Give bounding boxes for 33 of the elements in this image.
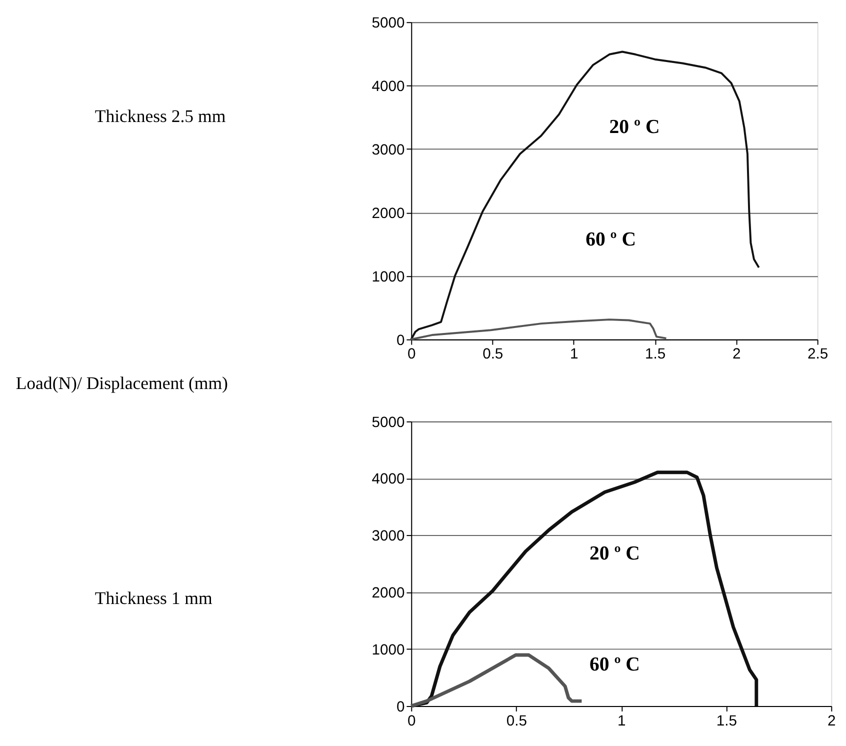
text: Thickness 2.5 mm (94, 106, 226, 126)
line-series (410, 50, 760, 340)
annotation: 60 º C (586, 228, 636, 250)
annotation: 20 º C (609, 116, 660, 138)
x-tick-label: 0.5 (482, 346, 504, 363)
x-tick-label: 2 (732, 346, 741, 363)
y-tick-label: 0 (396, 699, 405, 716)
y-tick-label: 1000 (372, 642, 405, 659)
y-tick-label: 1000 (372, 269, 405, 286)
annotation: 60 º C (590, 653, 640, 676)
y-tick-label: 5000 (372, 414, 405, 431)
x-tick-label: 0 (408, 713, 416, 730)
y-tick-label: 2000 (372, 586, 405, 602)
x-tick-label: 2 (828, 713, 836, 730)
y-tick-label: 5000 (372, 16, 405, 32)
y-tick-label: 4000 (372, 78, 405, 95)
line-series (409, 653, 584, 708)
x-tick-label: 1.5 (716, 713, 737, 730)
text: Load(N)/ Displacement (mm) (16, 372, 228, 393)
annotation: 20 º C (590, 542, 640, 565)
text: Thickness 1 mm (94, 588, 212, 608)
line-series (410, 318, 668, 340)
x-tick-label: 2.5 (808, 346, 828, 363)
x-tick-label: 0 (408, 346, 416, 363)
y-tick-label: 2000 (372, 206, 405, 222)
x-tick-label: 0.5 (506, 713, 527, 730)
x-tick-label: 1 (570, 346, 578, 363)
y-tick-label: 3000 (372, 142, 405, 158)
x-tick-label: 1 (618, 713, 626, 730)
y-tick-label: 4000 (372, 472, 405, 488)
x-tick-label: 1.5 (645, 346, 666, 363)
y-tick-label: 0 (396, 332, 405, 349)
y-tick-label: 3000 (372, 528, 405, 545)
